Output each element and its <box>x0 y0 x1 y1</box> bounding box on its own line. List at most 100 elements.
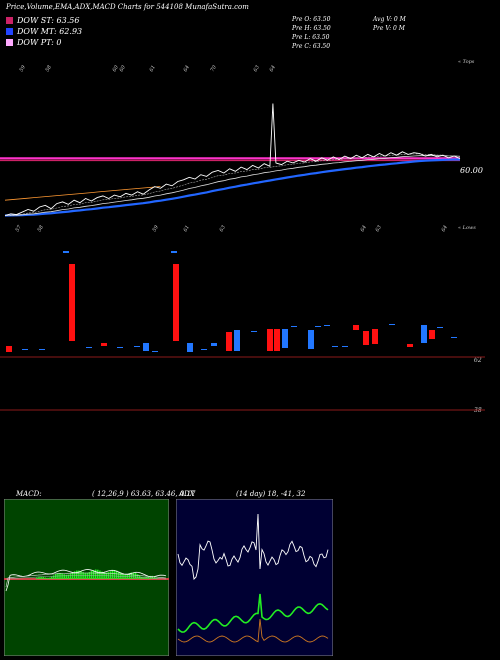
macd-histogram-bar <box>73 571 76 579</box>
macd-histogram-bar <box>50 576 53 579</box>
volume-bar <box>171 251 177 253</box>
ema-blue-line <box>4 158 460 217</box>
macd-histogram-bar <box>61 573 63 579</box>
volume-bar <box>342 346 348 347</box>
volume-bar <box>429 330 435 339</box>
macd-histogram-bar <box>97 569 99 579</box>
bottom-tick-label: 64 <box>441 224 449 233</box>
macd-histogram-bar <box>111 570 114 579</box>
macd-histogram-bar <box>109 571 112 579</box>
macd-histogram-bar <box>149 575 152 579</box>
volume-bar <box>324 325 330 326</box>
volume-bar <box>267 329 273 351</box>
macd-histogram-bar <box>132 572 135 579</box>
adx-minus-di-line <box>177 618 329 643</box>
volume-bar <box>389 324 395 325</box>
macd-histogram-bar <box>42 576 44 579</box>
volume-bar <box>226 332 232 351</box>
volume-bar <box>332 346 338 347</box>
macd-histogram-bar <box>120 572 122 579</box>
macd-histogram-bar <box>143 577 145 579</box>
macd-histogram-bar <box>44 577 47 579</box>
adx-plus-di-line <box>177 513 329 580</box>
price-level-label: 60.00 <box>460 166 483 175</box>
top-tick-label: 58 <box>45 64 53 73</box>
volume-bar <box>63 251 69 253</box>
volume-bar <box>6 346 12 352</box>
bottom-tick-label: 59 <box>152 224 161 233</box>
legend-swatch-st <box>6 17 13 24</box>
ohlc-col1: Pre O: 63.50 Pre H: 63.50 Pre L: 63.50 P… <box>292 15 331 51</box>
long-ma-line <box>4 186 161 201</box>
top-tick-label: 63 <box>253 64 261 73</box>
volume-bar <box>117 347 123 348</box>
volume-bar <box>187 343 193 352</box>
macd-histogram-bar <box>78 570 80 579</box>
pre-low: Pre L: 63.50 <box>292 34 330 41</box>
pre-high: Pre H: 63.50 <box>292 25 331 32</box>
volume-bar <box>353 325 359 330</box>
adx-background <box>176 499 333 656</box>
macd-histogram-bar <box>101 571 103 579</box>
macd-histogram-bar <box>151 575 154 579</box>
macd-histogram-bar <box>141 576 143 579</box>
top-tick-label: 59 <box>19 64 28 73</box>
tops-label: « Tops <box>458 59 475 65</box>
macd-histogram-bar <box>80 571 82 579</box>
volume-bar <box>143 343 149 351</box>
legend-swatch-mt <box>6 28 13 35</box>
macd-histogram-bar <box>46 577 49 579</box>
macd-histogram-bar <box>52 575 55 579</box>
volume-bar <box>211 343 217 346</box>
legend-item-st: DOW ST: 63.56 <box>6 15 82 26</box>
volume-bar <box>291 326 297 327</box>
volume-bar <box>407 344 413 347</box>
ema-white-line <box>4 155 461 216</box>
macd-histogram-bar <box>63 574 65 579</box>
top-tick-label: 60 <box>112 64 121 73</box>
macd-histogram-bar <box>99 570 101 579</box>
adx-title: ADX <box>179 490 195 498</box>
volume-bar <box>152 351 158 352</box>
macd-histogram-bar <box>65 574 68 579</box>
legend-swatch-pt <box>6 39 13 46</box>
macd-histogram-bar <box>69 573 72 579</box>
bottom-tick-label: 63 <box>375 224 383 233</box>
volume-bar <box>372 329 378 344</box>
macd-histogram-bar <box>86 572 89 579</box>
macd-histogram-bar <box>67 574 70 579</box>
macd-panel <box>4 499 169 656</box>
top-tick-label: 60 <box>119 64 128 73</box>
volume-bar <box>22 349 28 350</box>
volume-bar <box>39 349 45 350</box>
top-tick-label: 70 <box>210 64 219 73</box>
macd-histogram-bar <box>36 577 38 579</box>
volume-bar <box>363 331 369 345</box>
macd-histogram-bar <box>113 570 116 579</box>
bottom-tick-label: 61 <box>183 224 191 233</box>
avg-volume: Avg V: 0 M <box>373 16 406 23</box>
macd-histogram-bar <box>40 576 42 579</box>
pre-close: Pre C: 63.50 <box>292 43 331 50</box>
volume-bar <box>101 343 107 346</box>
macd-histogram-bar <box>90 571 93 579</box>
volume-bar <box>308 330 314 349</box>
macd-histogram-bar <box>48 577 51 579</box>
volume-bar <box>315 326 321 327</box>
volume-bar <box>251 331 257 332</box>
volume-label-62: 62 <box>474 357 482 364</box>
macd-histogram-bar <box>153 576 156 579</box>
volume-bar <box>201 349 207 350</box>
macd-histogram-bar <box>38 576 40 579</box>
macd-histogram-bar <box>134 573 137 579</box>
macd-histogram-bar <box>84 572 86 579</box>
macd-histogram-bar <box>145 576 147 579</box>
macd-histogram-bar <box>128 573 131 579</box>
adx-params: (14 day) 18, -41, 32 <box>236 490 306 498</box>
legend-label-mt: DOW MT: 62.93 <box>17 27 83 36</box>
bottom-tick-label: 64 <box>360 224 368 233</box>
legend-label-pt: DOW PT: 0 <box>17 38 62 47</box>
pre-open: Pre O: 63.50 <box>292 16 331 23</box>
pre-volume: Pre V: 0 M <box>373 25 405 32</box>
volume-bar <box>134 346 140 347</box>
